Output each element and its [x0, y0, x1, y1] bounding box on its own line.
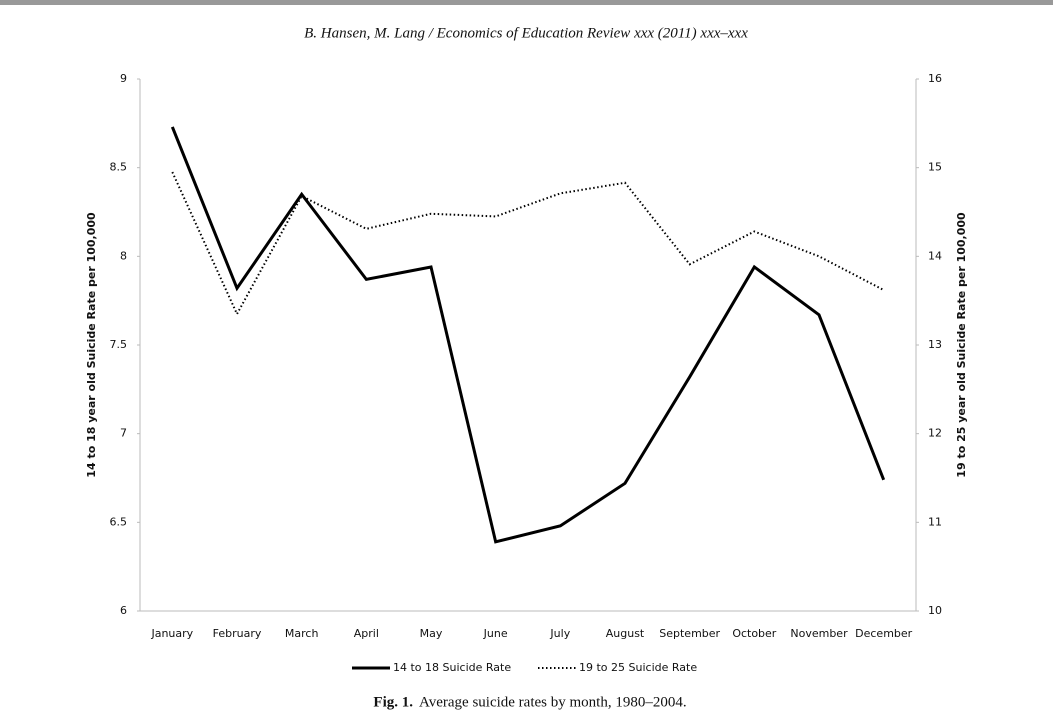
- x-tick-label: February: [213, 627, 262, 640]
- legend-label: 19 to 25 Suicide Rate: [579, 661, 697, 674]
- y2-tick-label: 15: [928, 161, 942, 174]
- y2-axis-label: 19 to 25 year old Suicide Rate per 100,0…: [955, 212, 968, 478]
- y-tick-label: 7.5: [110, 338, 128, 351]
- caption-text: Average suicide rates by month, 1980–200…: [419, 694, 687, 710]
- series-line: [170, 126, 886, 544]
- series-line: [171, 171, 885, 317]
- y2-tick-label: 10: [928, 604, 942, 617]
- x-tick-label: October: [732, 627, 776, 640]
- y-tick-label: 7: [120, 427, 127, 440]
- y-tick-label: 6.5: [110, 515, 128, 528]
- y-tick-label: 6: [120, 604, 127, 617]
- x-tick-label: June: [483, 627, 508, 640]
- y-tick-label: 8: [120, 249, 127, 262]
- x-tick-label: March: [285, 627, 319, 640]
- x-tick-label: November: [790, 627, 848, 640]
- x-tick-label: September: [659, 627, 720, 640]
- y-tick-label: 8.5: [110, 161, 128, 174]
- caption-label: Fig. 1.: [373, 694, 413, 710]
- y2-tick-label: 11: [928, 515, 942, 528]
- x-tick-label: January: [150, 627, 193, 640]
- y2-tick-label: 14: [928, 249, 942, 262]
- y-tick-label: 9: [120, 72, 127, 85]
- running-header: B. Hansen, M. Lang / Economics of Educat…: [304, 25, 748, 41]
- x-tick-label: July: [549, 627, 570, 640]
- x-tick-label: April: [354, 627, 379, 640]
- x-tick-label: December: [855, 627, 913, 640]
- y2-tick-label: 13: [928, 338, 942, 351]
- top-strip: [0, 0, 1053, 5]
- y2-tick-label: 12: [928, 427, 942, 440]
- x-tick-label: August: [606, 627, 645, 640]
- y-axis-label: 14 to 18 year old Suicide Rate per 100,0…: [85, 212, 98, 478]
- legend-label: 14 to 18 Suicide Rate: [393, 661, 511, 674]
- y2-tick-label: 16: [928, 72, 942, 85]
- x-tick-label: May: [420, 627, 443, 640]
